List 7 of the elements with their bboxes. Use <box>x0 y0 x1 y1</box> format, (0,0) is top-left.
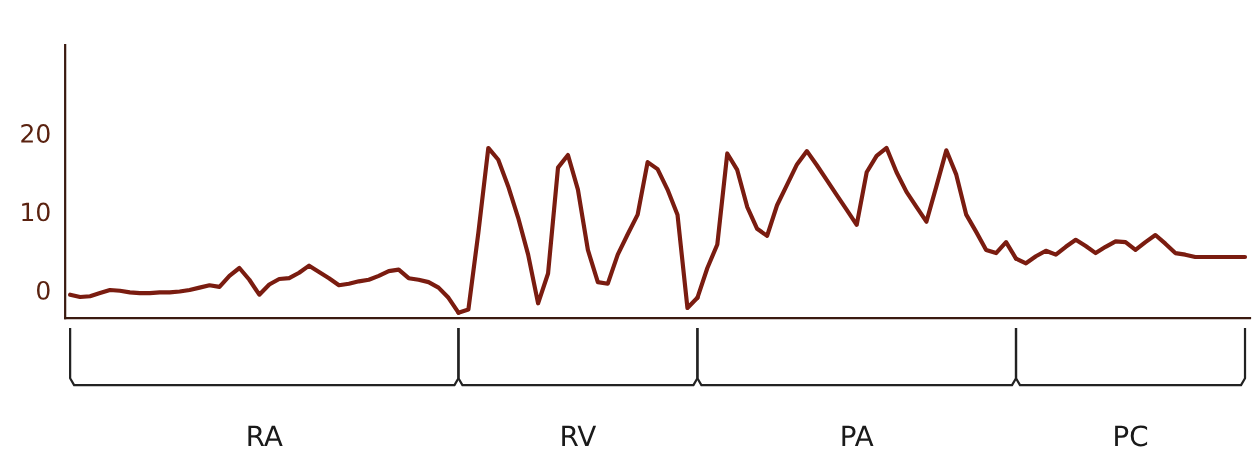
y-tick-label: 0 <box>37 280 50 300</box>
text: PA <box>842 425 874 446</box>
text: RV <box>562 425 597 446</box>
text: PC <box>1115 425 1148 447</box>
y-tick-label: 20 <box>21 124 50 143</box>
text: RA <box>248 425 283 446</box>
y-tick-label: 10 <box>22 202 50 222</box>
